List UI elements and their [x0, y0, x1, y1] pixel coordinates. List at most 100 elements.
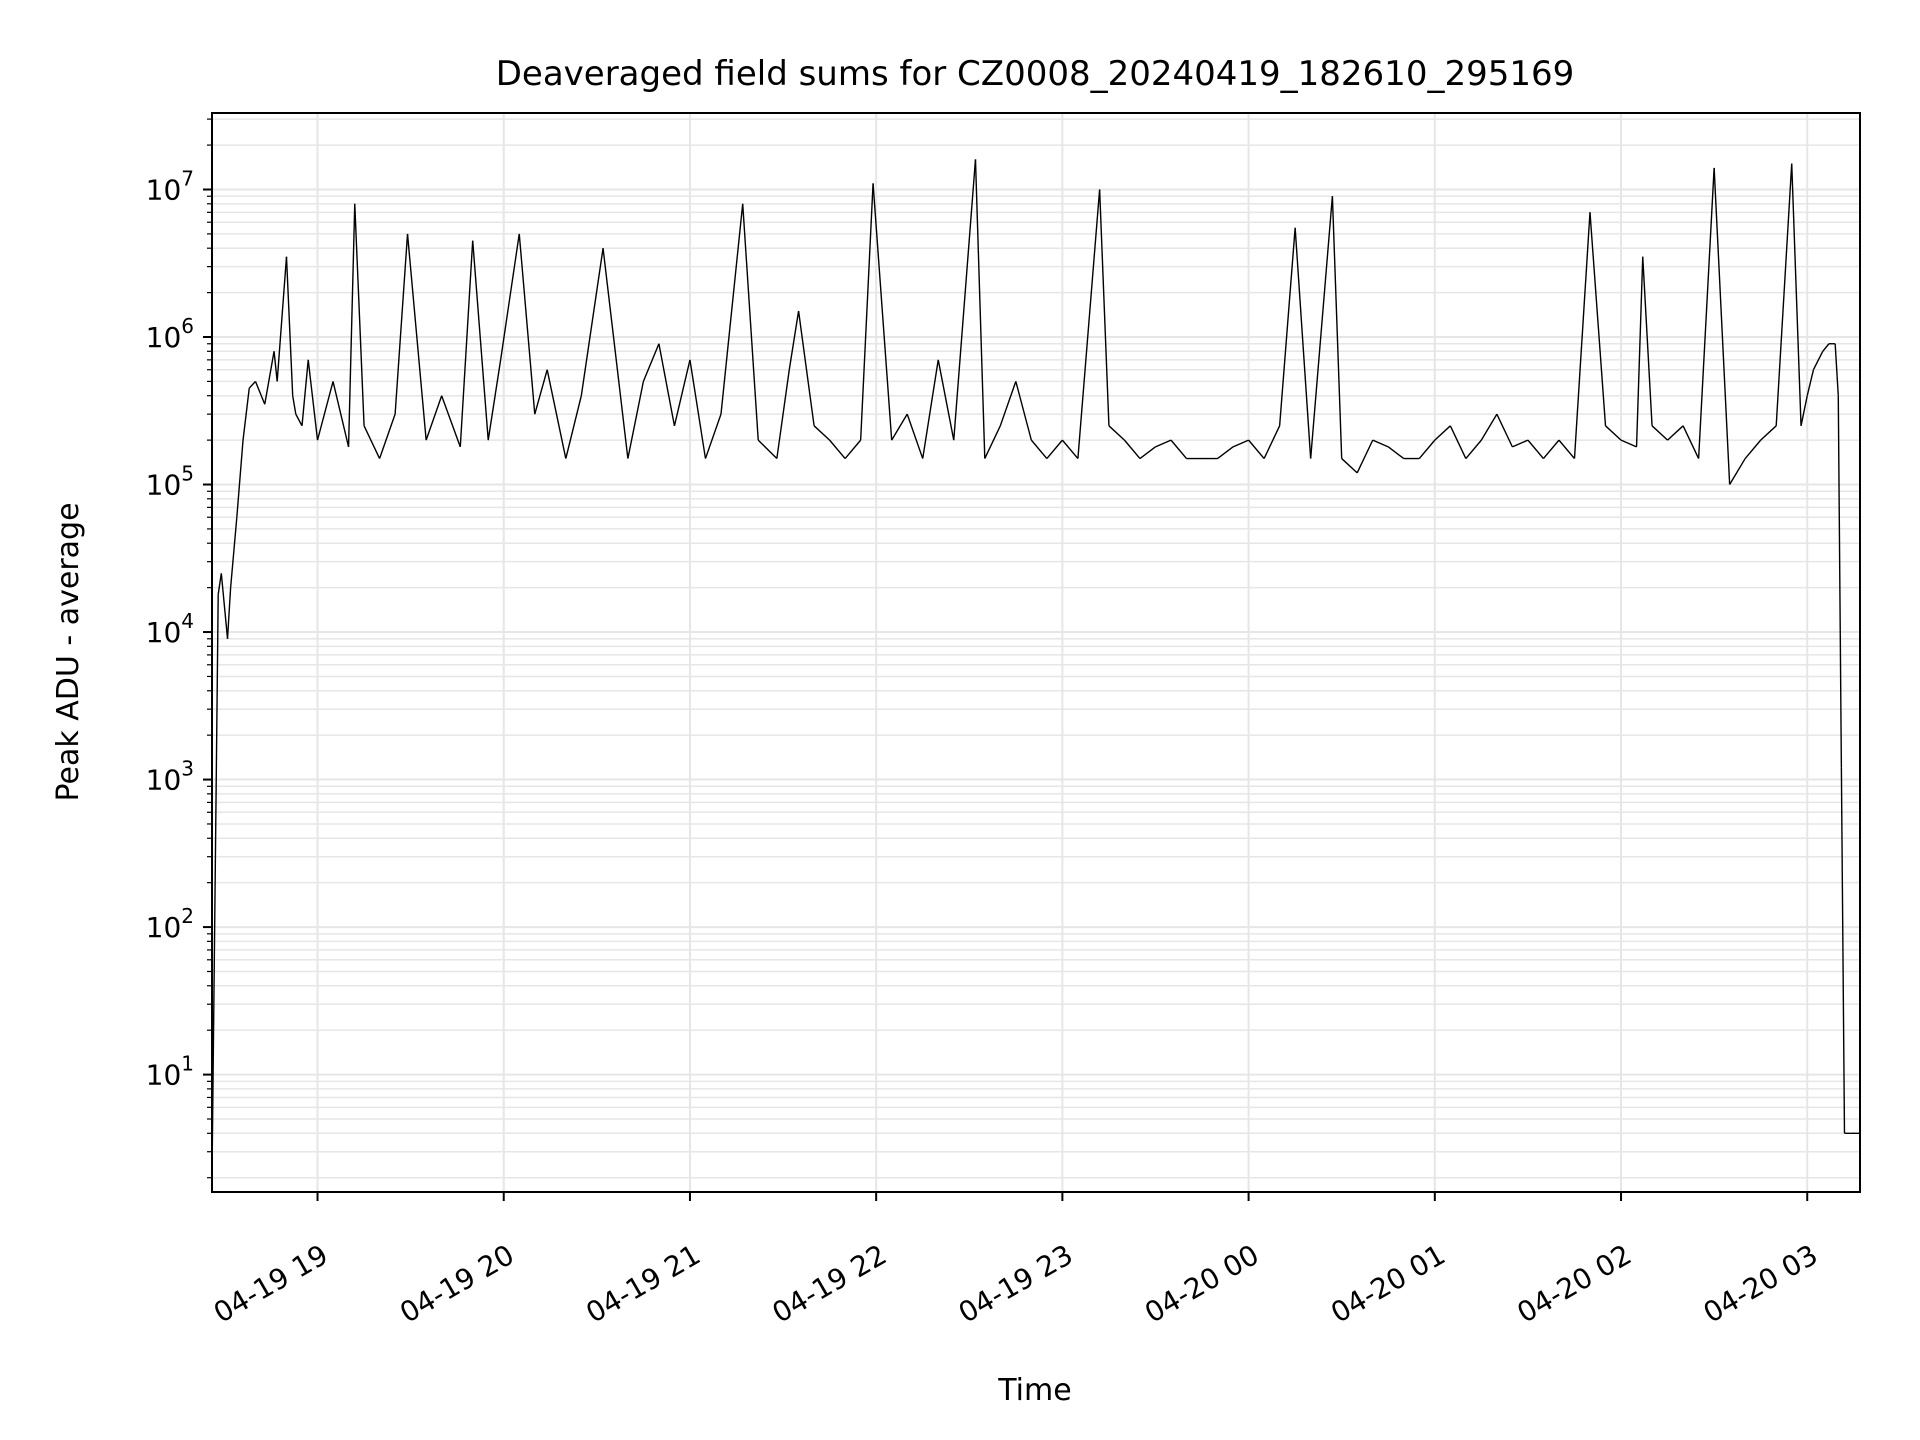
series-segment	[999, 381, 1017, 427]
series-segment	[1123, 439, 1141, 459]
series-segment	[1015, 381, 1033, 441]
series-segment	[580, 248, 604, 396]
chart-title: Deaveraged field sums for CZ0008_2024041…	[496, 54, 1575, 94]
series-segment	[229, 517, 238, 588]
series-segment	[1077, 189, 1101, 459]
series-segment	[1744, 439, 1762, 459]
series-segment	[1620, 439, 1637, 448]
series-segment	[984, 425, 1001, 459]
series-segment	[273, 351, 278, 382]
series-segment	[264, 351, 275, 405]
series-segment	[1108, 425, 1125, 441]
series-segment	[1806, 369, 1815, 396]
series-segment	[974, 159, 986, 459]
series-segment	[285, 256, 294, 396]
series-segment	[1642, 256, 1653, 426]
series-segment	[406, 233, 427, 441]
series-segment	[776, 369, 790, 459]
series-segment	[1791, 163, 1802, 426]
series-segment	[316, 381, 334, 441]
series-segment	[1512, 439, 1529, 448]
series-segment	[378, 413, 396, 459]
series-segment	[1372, 439, 1389, 448]
series-segment	[797, 310, 815, 426]
series-segment	[499, 233, 520, 360]
series-segment	[813, 425, 831, 441]
series-segment	[394, 233, 409, 415]
grid-minor	[212, 118, 1860, 1179]
series-segment	[363, 425, 381, 459]
series-segment	[1527, 439, 1544, 459]
y-tick-label: 102	[146, 904, 194, 944]
series-segment	[472, 240, 489, 441]
series-segment	[673, 359, 691, 426]
series-segment	[1651, 425, 1669, 441]
series-segment	[906, 413, 924, 459]
y-tick-label: 103	[146, 757, 194, 797]
series-segment	[1170, 439, 1188, 459]
series-segment	[1713, 167, 1731, 485]
series-segment	[1812, 350, 1824, 371]
series-segment	[1232, 439, 1249, 448]
series-segment	[1418, 439, 1436, 459]
series-segment	[1061, 439, 1079, 459]
series-segment	[1434, 425, 1451, 441]
series-segment	[1139, 446, 1156, 460]
series-segment	[295, 413, 303, 427]
series-segment	[301, 359, 309, 426]
series-segment	[292, 395, 297, 415]
series-segment	[1098, 189, 1110, 426]
series-segment	[872, 183, 893, 441]
series-segment	[1573, 212, 1591, 459]
series-segment	[1309, 196, 1334, 459]
series-segment	[689, 359, 707, 459]
series-segment	[254, 381, 266, 405]
series-segment	[1542, 439, 1560, 459]
series-segment	[441, 395, 461, 448]
series-segment	[1682, 425, 1700, 459]
series-segment	[891, 413, 908, 441]
series-segment	[627, 381, 645, 459]
y-tick-label: 105	[146, 462, 194, 502]
series-segment	[1465, 439, 1482, 459]
series-segment	[276, 256, 288, 382]
series-segment	[1248, 439, 1265, 459]
series-segment	[236, 440, 244, 518]
series-segment	[658, 343, 676, 426]
series-segment	[1837, 395, 1843, 768]
series-segment	[220, 573, 229, 639]
series-segment	[354, 203, 365, 426]
series-segment	[1834, 343, 1839, 396]
series-segment	[922, 359, 939, 459]
series-segment	[1729, 458, 1746, 485]
series-segment	[1263, 425, 1281, 459]
y-axis-ticks: 101 102 103 104 105 106 107	[146, 118, 212, 1179]
y-tick-label: 106	[146, 314, 194, 354]
series-segment	[1800, 395, 1808, 426]
series-segment	[1030, 439, 1048, 459]
series-segment	[1760, 425, 1777, 441]
series-segment	[829, 439, 846, 459]
series-segment	[217, 573, 223, 595]
series-segment	[307, 359, 319, 441]
series-segment	[546, 369, 567, 459]
series-segment	[1480, 413, 1498, 441]
series-segment	[242, 388, 250, 441]
y-axis-label: Peak ADU - average	[51, 502, 86, 801]
series-segment	[1278, 227, 1296, 426]
series-segment	[1635, 256, 1644, 447]
series-segment	[1605, 425, 1622, 441]
series-segment	[347, 203, 356, 447]
y-tick-label: 107	[146, 166, 194, 206]
series-segment	[704, 413, 722, 459]
y-tick-label: 101	[146, 1052, 194, 1092]
series-segment	[248, 380, 256, 389]
series-segment	[1449, 425, 1467, 459]
y-tick-label: 104	[146, 609, 194, 649]
series-segment	[1387, 446, 1405, 460]
plot-lines	[211, 159, 1860, 1178]
series-segment	[1341, 458, 1358, 474]
series-segment	[642, 343, 660, 382]
